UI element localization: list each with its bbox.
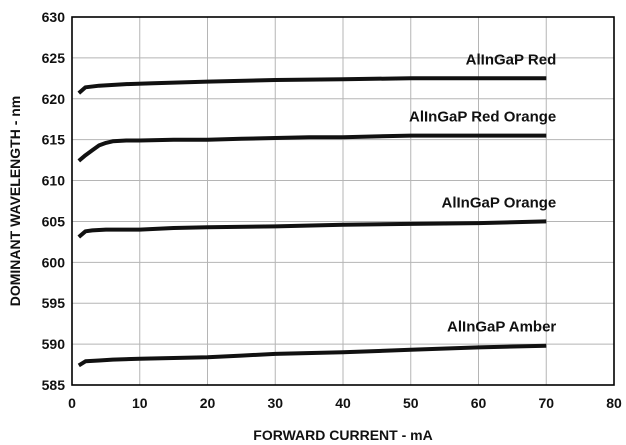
x-tick-label: 80 — [606, 395, 622, 411]
y-tick-label: 590 — [42, 336, 66, 352]
x-axis-tick-labels: 0 10 20 30 40 50 60 70 80 — [68, 395, 622, 411]
x-tick-label: 0 — [68, 395, 76, 411]
series-line-1 — [77, 133, 547, 163]
y-tick-label: 595 — [42, 295, 66, 311]
y-tick-label: 610 — [42, 173, 66, 189]
x-tick-label: 10 — [132, 395, 148, 411]
x-tick-label: 70 — [538, 395, 554, 411]
series-line-0 — [77, 76, 547, 95]
series-lines — [77, 76, 547, 368]
y-tick-label: 585 — [42, 377, 66, 393]
series-label-0: AlInGaP Red — [466, 51, 557, 68]
y-tick-label: 625 — [42, 50, 66, 66]
x-tick-label: 30 — [267, 395, 283, 411]
y-tick-label: 620 — [42, 91, 66, 107]
series-label-1: AlInGaP Red Orange — [409, 109, 556, 126]
series-label-3: AlInGaP Amber — [447, 319, 556, 336]
series-labels: AlInGaP Red AlInGaP Red Orange AlInGaP Ora… — [409, 51, 556, 335]
y-tick-label: 600 — [42, 254, 66, 270]
series-line-3 — [77, 343, 547, 368]
x-tick-label: 50 — [403, 395, 419, 411]
y-tick-label: 605 — [42, 213, 66, 229]
y-axis-title: DOMINANT WAVELENGTH - nm — [7, 96, 23, 307]
plot-area-frame — [71, 16, 615, 386]
y-tick-label: 630 — [42, 9, 66, 25]
y-axis-tick-labels: 585 590 595 600 605 610 615 620 625 630 — [42, 9, 66, 393]
x-tick-label: 60 — [471, 395, 487, 411]
series-label-2: AlInGaP Orange — [441, 194, 556, 211]
x-axis-title: FORWARD CURRENT - mA — [253, 427, 432, 443]
x-tick-label: 40 — [335, 395, 351, 411]
x-tick-label: 20 — [200, 395, 216, 411]
series-line-2 — [77, 219, 547, 239]
y-tick-label: 615 — [42, 132, 66, 148]
